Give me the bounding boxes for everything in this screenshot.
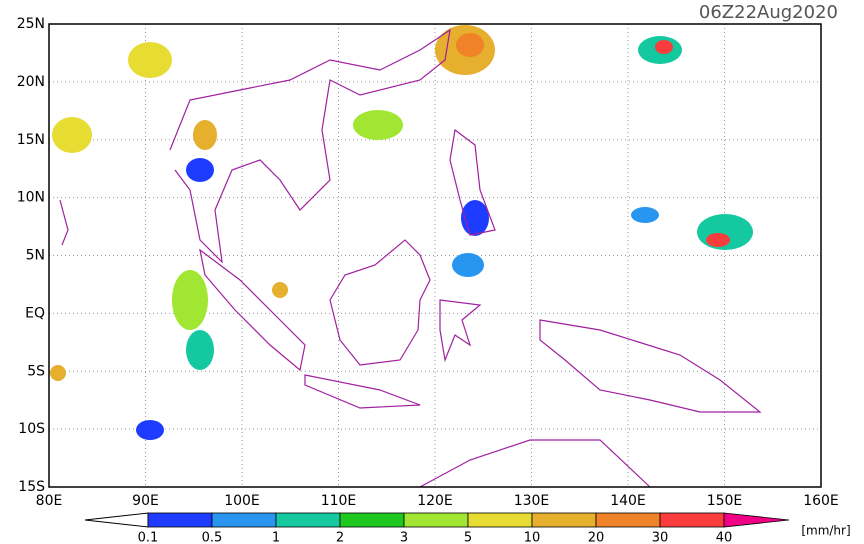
colorbar-box — [595, 512, 661, 528]
colorbar-label: 10 — [524, 531, 541, 544]
precip — [50, 365, 66, 381]
lon-label: 80E — [36, 493, 63, 509]
precip — [353, 110, 403, 140]
coastline — [329, 239, 431, 366]
colorbar-label: 5 — [464, 531, 472, 544]
lat-label: 25N — [17, 16, 45, 32]
coastlines — [59, 28, 762, 488]
lat-label: 15N — [17, 132, 45, 148]
lat-label: 10N — [17, 190, 45, 206]
lat-label: 5S — [27, 363, 45, 379]
colorbar-box — [531, 512, 597, 528]
lat-label: EQ — [25, 305, 45, 321]
lat-label: 20N — [17, 74, 45, 90]
lon-label: 160E — [803, 493, 839, 509]
colorbar-label: 30 — [652, 531, 669, 544]
precip — [186, 330, 214, 370]
precip — [193, 120, 217, 150]
precip — [128, 42, 172, 78]
colorbar-label: 3 — [400, 531, 408, 544]
colorbar-unit: [mm/hr] — [801, 524, 850, 538]
colorbar-box — [147, 512, 213, 528]
colorbar-tri-left — [84, 512, 149, 528]
precip — [655, 40, 673, 54]
colorbar-box — [467, 512, 533, 528]
coastline — [59, 28, 451, 264]
colorbar-label: 0.5 — [202, 531, 223, 544]
coastline — [449, 128, 496, 236]
precip — [631, 207, 659, 223]
lon-label: 120E — [417, 493, 453, 509]
coastline — [199, 248, 306, 372]
precip — [452, 253, 484, 277]
coastline — [439, 299, 482, 363]
precip — [706, 233, 730, 247]
lat-label: 15S — [18, 479, 45, 495]
colorbar-box — [659, 512, 725, 528]
colorbar-box — [275, 512, 341, 528]
colorbar-box — [403, 512, 469, 528]
precip — [136, 420, 164, 440]
colorbar-label: 0.1 — [138, 531, 159, 544]
colorbar-label: 2 — [336, 531, 344, 544]
lon-label: 110E — [321, 493, 357, 509]
colorbar-tri-right — [723, 512, 790, 528]
colorbar-label: 40 — [716, 531, 733, 544]
precip — [456, 33, 484, 57]
coastline — [304, 374, 421, 409]
lon-label: 130E — [514, 493, 550, 509]
map-title: 06Z22Aug2020 — [699, 2, 838, 23]
precip — [172, 270, 208, 330]
precip — [52, 117, 92, 153]
colorbar-label: 1 — [272, 531, 280, 544]
lon-label: 140E — [610, 493, 646, 509]
colorbar-label: 20 — [588, 531, 605, 544]
precip — [272, 282, 288, 298]
coastline — [539, 319, 762, 413]
colorbar-box — [339, 512, 405, 528]
precip — [186, 158, 214, 182]
precip-areas — [50, 25, 753, 440]
lat-label: 5N — [26, 248, 45, 264]
coastline — [419, 439, 651, 488]
colorbar-box — [211, 512, 277, 528]
lon-label: 150E — [707, 493, 743, 509]
lon-label: 100E — [224, 493, 260, 509]
lat-label: 10S — [18, 421, 45, 437]
lon-label: 90E — [132, 493, 159, 509]
map-frame — [48, 23, 822, 488]
